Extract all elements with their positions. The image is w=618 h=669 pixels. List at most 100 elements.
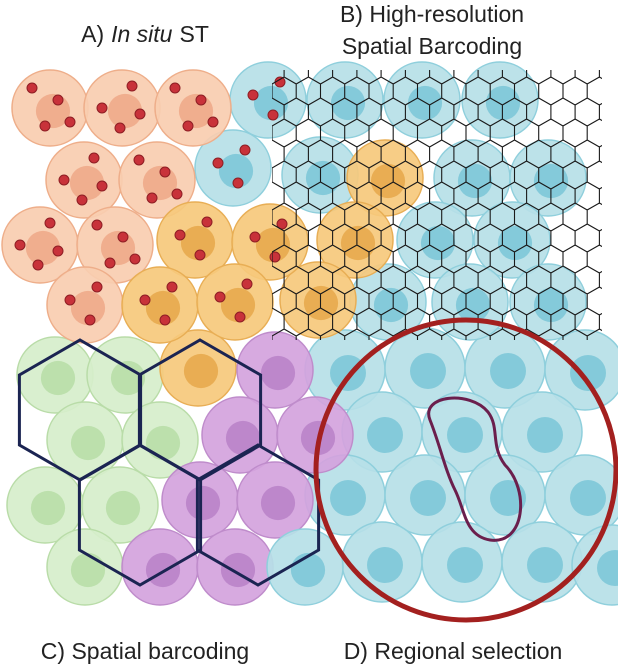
cell-nucleus xyxy=(533,163,569,199)
cell-nucleus xyxy=(253,85,289,121)
cell-nucleus xyxy=(225,420,261,456)
cell xyxy=(316,201,394,279)
transcript-dot xyxy=(232,177,244,189)
cell-nucleus xyxy=(260,485,296,521)
cell-nucleus xyxy=(420,225,456,261)
cell xyxy=(121,528,199,606)
transcript-dot xyxy=(207,116,219,128)
selection-region xyxy=(427,396,523,542)
panel-a-italic: In situ xyxy=(111,21,173,47)
cell xyxy=(83,69,161,147)
transcript-dot xyxy=(32,259,44,271)
cell-nucleus xyxy=(220,287,256,323)
cell-nucleus xyxy=(497,225,533,261)
transcript-dot xyxy=(14,239,26,251)
cell-nucleus xyxy=(183,353,219,389)
cell xyxy=(86,336,164,414)
cell-nucleus xyxy=(410,353,446,389)
transcript-dot xyxy=(201,216,213,228)
cell-nucleus xyxy=(597,550,618,586)
transcript-dot xyxy=(134,108,146,120)
cell xyxy=(279,261,357,339)
cell xyxy=(431,263,509,341)
barcode-grid xyxy=(272,70,602,340)
transcript-dot xyxy=(117,231,129,243)
transcript-dot xyxy=(52,94,64,106)
barcode-hexagons xyxy=(272,70,602,340)
cell-nucleus xyxy=(145,290,181,326)
cell-nucleus xyxy=(105,490,141,526)
transcript-dot xyxy=(126,80,138,92)
transcript-dot xyxy=(159,314,171,326)
cell-nucleus xyxy=(218,153,254,189)
transcript-dot xyxy=(91,281,103,293)
transcript-dot xyxy=(96,180,108,192)
cell-nucleus xyxy=(373,287,409,323)
transcript-dot xyxy=(146,192,158,204)
transcript-dot xyxy=(114,122,126,134)
cell xyxy=(509,263,587,341)
transcript-dot xyxy=(194,249,206,261)
cell-nucleus xyxy=(145,425,181,461)
panel-a-title: A) In situ ST xyxy=(81,21,209,47)
transcript-dot xyxy=(76,194,88,206)
cell-nucleus xyxy=(107,93,143,129)
panel-d-title: D) Regional selection xyxy=(344,638,563,664)
transcript-dot xyxy=(64,116,76,128)
cell xyxy=(464,327,546,409)
cell-body xyxy=(571,524,618,606)
transcript-dot xyxy=(267,109,279,121)
transcript-dot xyxy=(269,251,281,263)
cell xyxy=(46,528,124,606)
cell xyxy=(194,129,272,207)
panel-c-title: C) Spatial barcoding xyxy=(41,638,249,664)
transcript-dot xyxy=(169,82,181,94)
cell xyxy=(236,461,314,539)
cell xyxy=(544,454,618,536)
cell-nucleus xyxy=(570,480,606,516)
cell xyxy=(229,61,307,139)
cell xyxy=(46,401,124,479)
transcript-dot xyxy=(58,174,70,186)
cell xyxy=(46,266,124,344)
cell-nucleus xyxy=(367,547,403,583)
cell-nucleus xyxy=(340,225,376,261)
transcript-dot xyxy=(234,311,246,323)
panel-b-title-line2: Spatial Barcoding xyxy=(342,33,522,59)
transcript-dot xyxy=(96,102,108,114)
cell xyxy=(201,396,279,474)
cell xyxy=(156,201,234,279)
transcript-dot xyxy=(64,294,76,306)
cell xyxy=(346,139,424,217)
cell-nucleus xyxy=(527,547,563,583)
cell-nucleus xyxy=(533,287,569,323)
cell xyxy=(501,391,583,473)
transcript-dot xyxy=(239,144,251,156)
cell-nucleus xyxy=(40,360,76,396)
cell xyxy=(341,521,423,603)
cell-nucleus xyxy=(527,417,563,453)
cell-nucleus xyxy=(407,85,443,121)
transcript-dot xyxy=(88,152,100,164)
cell-nucleus xyxy=(410,480,446,516)
cell-nucleus xyxy=(25,230,61,266)
transcript-dot xyxy=(174,229,186,241)
transcript-dot xyxy=(171,188,183,200)
cell-nucleus xyxy=(70,552,106,588)
cell-nucleus xyxy=(485,85,521,121)
cell xyxy=(571,524,618,606)
panel-a-prefix: A) xyxy=(81,21,104,47)
cell-nucleus xyxy=(70,425,106,461)
barcode-spot xyxy=(77,443,203,587)
cell-nucleus xyxy=(447,547,483,583)
transcript-dot xyxy=(159,166,171,178)
cell-nucleus xyxy=(255,227,291,263)
cell-nucleus xyxy=(370,163,406,199)
cell-nucleus xyxy=(457,163,493,199)
cell-nucleus xyxy=(70,290,106,326)
cell xyxy=(501,521,583,603)
cell xyxy=(421,521,503,603)
cell xyxy=(544,329,618,411)
cell-nucleus xyxy=(185,485,221,521)
